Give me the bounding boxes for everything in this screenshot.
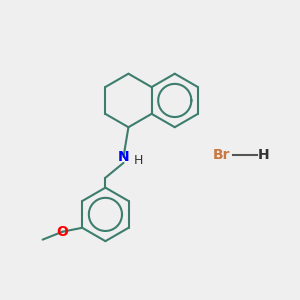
Text: H: H — [134, 154, 143, 167]
Text: N: N — [118, 150, 129, 164]
Text: H: H — [258, 148, 270, 162]
Text: Br: Br — [213, 148, 230, 162]
Text: O: O — [56, 225, 68, 239]
